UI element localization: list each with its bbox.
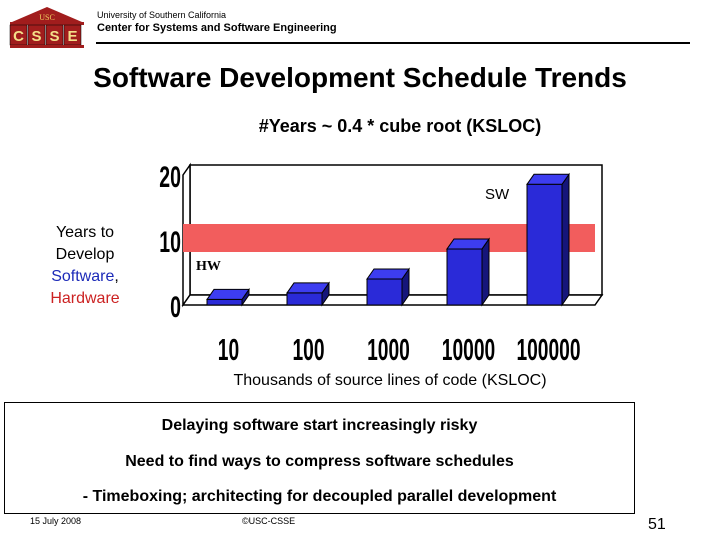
usc-csse-logo: USC C S S E bbox=[4, 4, 90, 50]
page-number: 51 bbox=[648, 516, 666, 533]
x-tick-label: 10000 bbox=[442, 334, 495, 368]
takeaway-box: Delaying software start increasingly ris… bbox=[4, 402, 635, 514]
sw-bar-front bbox=[366, 278, 403, 306]
logo-letter: S bbox=[31, 28, 41, 45]
footer-copyright: ©USC-CSSE bbox=[242, 516, 296, 526]
header-divider bbox=[96, 42, 690, 44]
y-ticks: 0 10 20 bbox=[159, 161, 181, 324]
y-tick-label: 20 bbox=[159, 161, 181, 194]
footer-date: 15 July 2008 bbox=[30, 516, 82, 526]
x-tick-label: 1000 bbox=[367, 334, 410, 368]
sw-bar bbox=[286, 281, 330, 307]
takeaway-line-3: - Timeboxing; architecting for decoupled… bbox=[82, 488, 557, 505]
y-tick-label: 10 bbox=[159, 226, 181, 259]
sw-bar-front bbox=[446, 248, 483, 306]
logo-letter: E bbox=[67, 28, 77, 45]
sw-bar-top bbox=[366, 268, 410, 280]
sw-bar-top bbox=[286, 282, 330, 294]
hw-label: HW bbox=[196, 259, 221, 274]
y-axis-label-comma: , bbox=[114, 268, 119, 285]
center-name: Center for Systems and Software Engineer… bbox=[97, 22, 337, 34]
y-axis-label: Years to Develop Software, Hardware bbox=[30, 222, 140, 310]
takeaway-line-2: Need to find ways to compress software s… bbox=[125, 453, 514, 470]
chart-formula: #Years ~ 0.4 * cube root (KSLOC) bbox=[258, 116, 542, 136]
university-name: University of Southern California bbox=[97, 10, 227, 20]
logo-letter: C bbox=[13, 28, 24, 45]
y-axis-label-line2: Develop bbox=[55, 246, 115, 263]
y-axis-label-line3: Software, bbox=[30, 266, 140, 288]
sw-bars bbox=[206, 172, 570, 307]
slide-title: Software Development Schedule Trends bbox=[93, 62, 627, 93]
sw-bar bbox=[206, 287, 250, 307]
sw-bar-front bbox=[286, 292, 323, 306]
sw-bar-front bbox=[526, 183, 563, 306]
sw-bar-top bbox=[446, 238, 490, 250]
sw-bar-side bbox=[481, 237, 490, 307]
takeaway-line-1: Delaying software start increasingly ris… bbox=[161, 417, 478, 434]
hw-band bbox=[183, 224, 595, 252]
sw-bar bbox=[526, 172, 570, 307]
x-axis-label: Thousands of source lines of code (KSLOC… bbox=[233, 372, 547, 389]
sw-bar bbox=[366, 267, 410, 307]
x-tick-label: 10 bbox=[218, 334, 239, 368]
sw-bar-top bbox=[526, 173, 570, 185]
y-axis-label-line1: Years to bbox=[55, 224, 115, 241]
sw-bar-top bbox=[206, 288, 250, 300]
sw-bar-front bbox=[206, 298, 243, 306]
x-tick-label: 100 bbox=[292, 334, 324, 368]
sw-bar-side bbox=[561, 172, 570, 307]
sw-bar bbox=[446, 237, 490, 307]
logo-letter: S bbox=[49, 28, 59, 45]
y-axis-label-hardware: Hardware bbox=[50, 290, 120, 307]
y-axis-label-software: Software bbox=[51, 268, 115, 285]
sw-label: SW bbox=[485, 186, 510, 203]
logo-usc-text: USC bbox=[39, 13, 55, 22]
x-ticks: 10 100 1000 10000 100000 bbox=[218, 334, 581, 368]
x-tick-label: 100000 bbox=[516, 334, 580, 368]
y-tick-label: 0 bbox=[170, 291, 181, 324]
